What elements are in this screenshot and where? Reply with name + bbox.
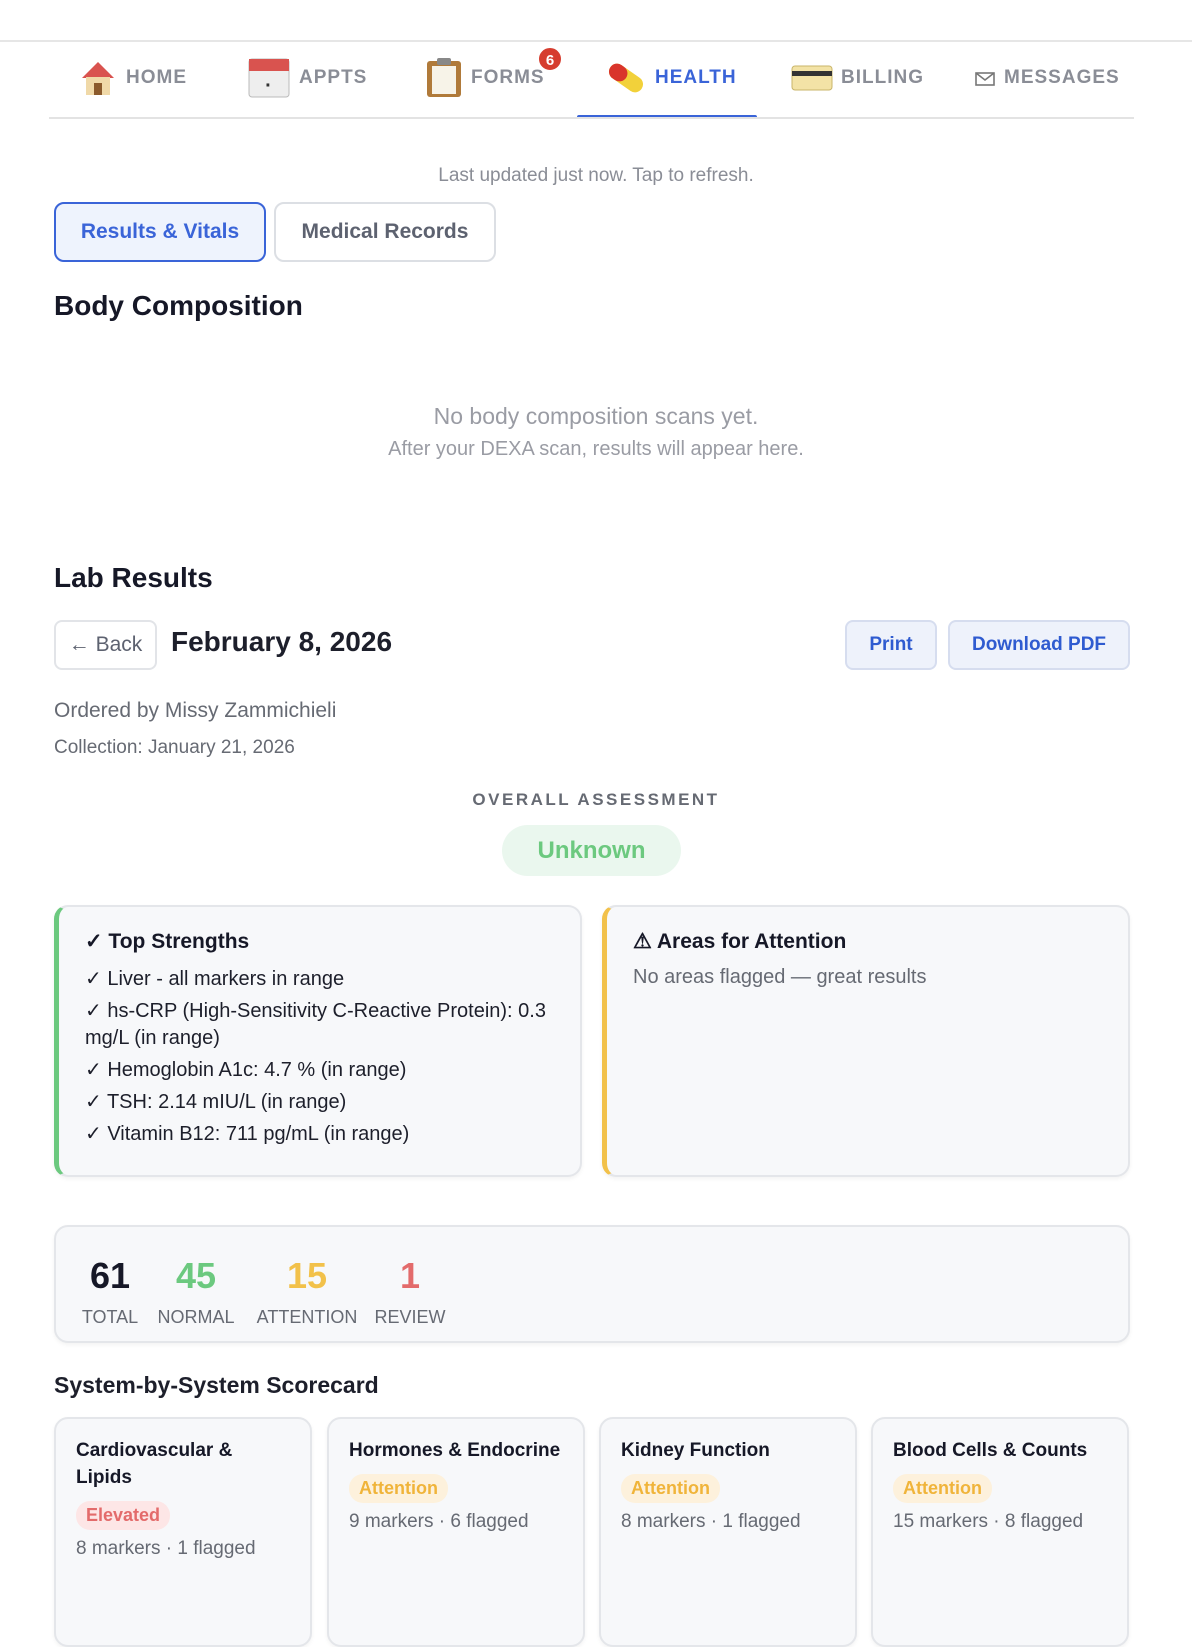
attention-card: ⚠ Areas for Attention No areas flagged —…	[602, 905, 1130, 1177]
strength-item: ✓ hs-CRP (High-Sensitivity C-Reactive Pr…	[85, 1000, 546, 1049]
card-title: ✓ Top Strengths	[85, 930, 250, 953]
empty-note: No areas flagged — great results	[633, 966, 927, 988]
envelope-icon	[975, 72, 995, 86]
nav-divider	[49, 117, 1134, 119]
system-card[interactable]: Kidney Function Attention 8 markers · 1 fl…	[599, 1417, 857, 1647]
nav-tab[interactable]: HEALTH	[605, 58, 737, 98]
stat-value: 45	[175, 1255, 217, 1296]
system-card[interactable]: Hormones & Endocrine Attention 9 markers ·…	[327, 1417, 585, 1647]
pill-icon	[608, 63, 644, 93]
nav-tab[interactable]: BILLING	[791, 58, 924, 98]
stat: 45 NORMAL	[154, 1255, 238, 1328]
section-title: Body Composition	[54, 290, 303, 321]
download-button[interactable]: Download PDF	[948, 620, 1130, 670]
strength-item: ✓ Vitamin B12: 711 pg/mL (in range)	[85, 1123, 410, 1145]
tab-label: HOME	[126, 67, 187, 88]
marker-count: 9 markers · 6 flagged	[349, 1511, 529, 1532]
clipboard-icon	[427, 58, 461, 97]
strengths-list: ✓ Liver - all markers in range ✓ hs-CRP …	[85, 966, 554, 1148]
collection-date: Collection: January 21, 2026	[54, 737, 295, 758]
tab-label: HEALTH	[655, 67, 737, 88]
ordered-by: Ordered by Missy Zammichieli	[54, 699, 337, 722]
system-card[interactable]: Cardiovascular & Lipids Elevated 8 markers…	[54, 1417, 312, 1647]
stat: 15 ATTENTION	[252, 1255, 362, 1328]
assessment-pill: Unknown	[502, 825, 681, 876]
nav-tab[interactable]: MESSAGES	[974, 58, 1120, 98]
assessment-label: OVERALL ASSESSMENT	[472, 790, 720, 809]
marker-count: 15 markers · 8 flagged	[893, 1511, 1084, 1532]
status-pill: Attention	[349, 1474, 448, 1503]
card-icon	[791, 65, 833, 91]
refresh-status[interactable]: Last updated just now. Tap to refresh.	[438, 165, 754, 186]
home-icon	[82, 62, 114, 95]
system-name: Blood Cells & Counts	[893, 1440, 1088, 1461]
system-name: Hormones & Endocrine	[349, 1440, 561, 1461]
notification-badge: 6	[537, 46, 563, 72]
back-button[interactable]: ← Back	[54, 620, 157, 670]
stat-value: 15	[286, 1255, 328, 1296]
nav-tab[interactable]: FORMS	[425, 58, 545, 98]
strengths-card: ✓ Top Strengths ✓ Liver - all markers in…	[54, 905, 582, 1177]
summary-card: 61 TOTAL 45 NORMAL 15 ATTENTION 1 REVIEW	[54, 1225, 1130, 1343]
status-pill: Attention	[893, 1474, 992, 1503]
system-name: Kidney Function	[621, 1440, 770, 1461]
subtab[interactable]: Results & Vitals	[54, 202, 266, 262]
empty-text: After your DEXA scan, results will appea…	[388, 438, 804, 460]
stat: 1 REVIEW	[372, 1255, 448, 1328]
stat-label: ATTENTION	[256, 1307, 358, 1327]
nav-tab[interactable]: · APPTS	[247, 58, 367, 98]
strength-item: ✓ TSH: 2.14 mIU/L (in range)	[85, 1091, 347, 1113]
marker-count: 8 markers · 1 flagged	[621, 1511, 801, 1532]
system-name: Cardiovascular & Lipids	[76, 1440, 233, 1488]
strength-item: ✓ Liver - all markers in range	[85, 968, 345, 990]
marker-count: 8 markers · 1 flagged	[76, 1538, 256, 1559]
top-bar	[0, 0, 1192, 42]
nav-tab[interactable]: HOME	[78, 58, 187, 98]
svg-text:·: ·	[265, 75, 273, 97]
report-date: February 8, 2026	[171, 626, 393, 657]
subtab[interactable]: Medical Records	[274, 202, 496, 262]
strength-item: ✓ Hemoglobin A1c: 4.7 % (in range)	[85, 1059, 407, 1081]
stat-value: 1	[399, 1255, 421, 1296]
stat-label: TOTAL	[81, 1307, 139, 1327]
status-pill: Attention	[621, 1474, 720, 1503]
system-card[interactable]: Blood Cells & Counts Attention 15 markers …	[871, 1417, 1129, 1647]
stat: 61 TOTAL	[80, 1255, 140, 1328]
card-title: ⚠ Areas for Attention	[633, 930, 847, 953]
section-title: Lab Results	[54, 562, 213, 593]
tab-label: FORMS	[471, 67, 545, 88]
stat-value: 61	[89, 1255, 131, 1296]
tab-label: BILLING	[841, 67, 924, 88]
print-button[interactable]: Print	[845, 620, 937, 670]
calendar-icon: ·	[248, 58, 290, 98]
scorecard-title: System-by-System Scorecard	[54, 1372, 379, 1398]
stat-label: REVIEW	[374, 1307, 446, 1327]
empty-title: No body composition scans yet.	[433, 403, 759, 429]
status-pill: Elevated	[76, 1501, 171, 1530]
tab-label: MESSAGES	[1004, 67, 1120, 88]
tab-label: APPTS	[299, 67, 368, 88]
stat-label: NORMAL	[157, 1307, 235, 1327]
